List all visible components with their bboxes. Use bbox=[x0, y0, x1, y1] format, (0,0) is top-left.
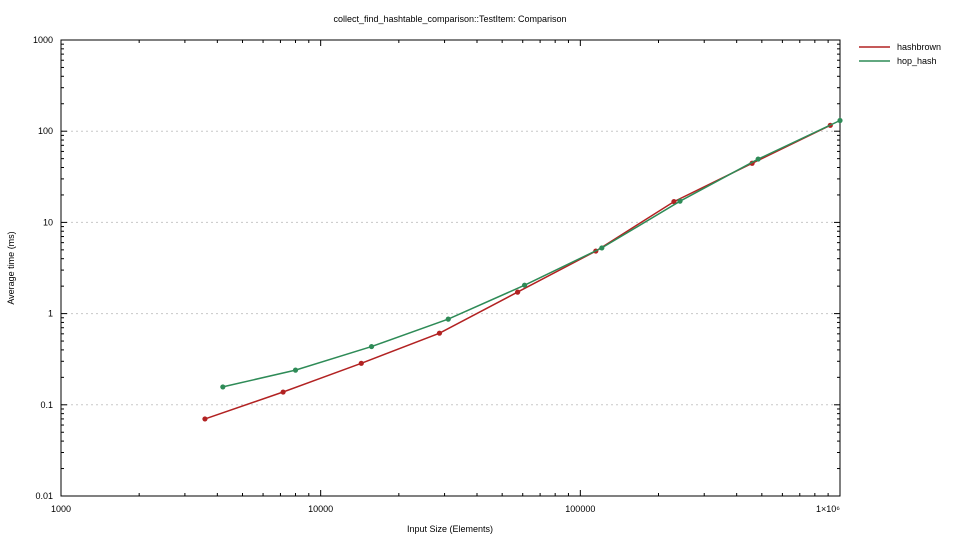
y-tick-label: 1 bbox=[48, 309, 53, 319]
data-point-hop-hash bbox=[368, 343, 375, 350]
x-axis-label: Input Size (Elements) bbox=[407, 524, 493, 534]
x-tick-label: 10000 bbox=[308, 504, 333, 514]
x-tick-label: 100000 bbox=[565, 504, 595, 514]
data-point-hop-hash bbox=[445, 316, 451, 322]
series-hashbrown bbox=[202, 122, 833, 422]
y-tick-label: 0.01 bbox=[35, 491, 53, 501]
data-point-hashbrown bbox=[358, 360, 364, 366]
series-line-hashbrown bbox=[204, 124, 831, 420]
series-hop-hash bbox=[220, 117, 843, 390]
data-point-hop-hash bbox=[677, 198, 683, 204]
legend-label-hashbrown: hashbrown bbox=[897, 42, 941, 52]
data-point-hop-hash bbox=[220, 384, 226, 390]
data-point-hop-hash bbox=[521, 282, 528, 288]
data-point-hop-hash bbox=[292, 367, 299, 373]
y-axis: 0.01 0.1 1 10 100 1000 bbox=[33, 35, 840, 501]
data-point-hashbrown bbox=[436, 330, 443, 336]
x-axis: 1000 10000 100000 1×10⁶ bbox=[51, 40, 841, 514]
y-tick-label: 100 bbox=[38, 126, 53, 136]
data-point-hop-hash bbox=[837, 117, 843, 124]
grid-lines bbox=[61, 130, 840, 406]
data-point-hop-hash bbox=[599, 245, 605, 251]
series-line-hop-hash bbox=[222, 119, 841, 388]
y-axis-label: Average time (ms) bbox=[6, 231, 16, 304]
y-tick-label: 0.1 bbox=[40, 400, 53, 410]
y-tick-label: 10 bbox=[43, 217, 53, 227]
data-point-hashbrown bbox=[202, 416, 208, 422]
data-point-hop-hash bbox=[755, 156, 761, 162]
legend-label-hop-hash: hop_hash bbox=[897, 56, 937, 66]
series-group bbox=[202, 117, 843, 422]
x-tick-label: 1×10⁶ bbox=[816, 504, 840, 514]
data-point-hashbrown bbox=[671, 199, 677, 205]
plot-frame bbox=[60, 39, 841, 497]
data-point-hashbrown bbox=[280, 389, 286, 395]
x-tick-label: 1000 bbox=[51, 504, 71, 514]
chart-title: collect_find_hashtable_comparison::TestI… bbox=[333, 14, 566, 24]
y-tick-label: 1000 bbox=[33, 35, 53, 45]
data-point-hashbrown bbox=[515, 289, 521, 295]
legend: hashbrown hop_hash bbox=[859, 42, 941, 66]
